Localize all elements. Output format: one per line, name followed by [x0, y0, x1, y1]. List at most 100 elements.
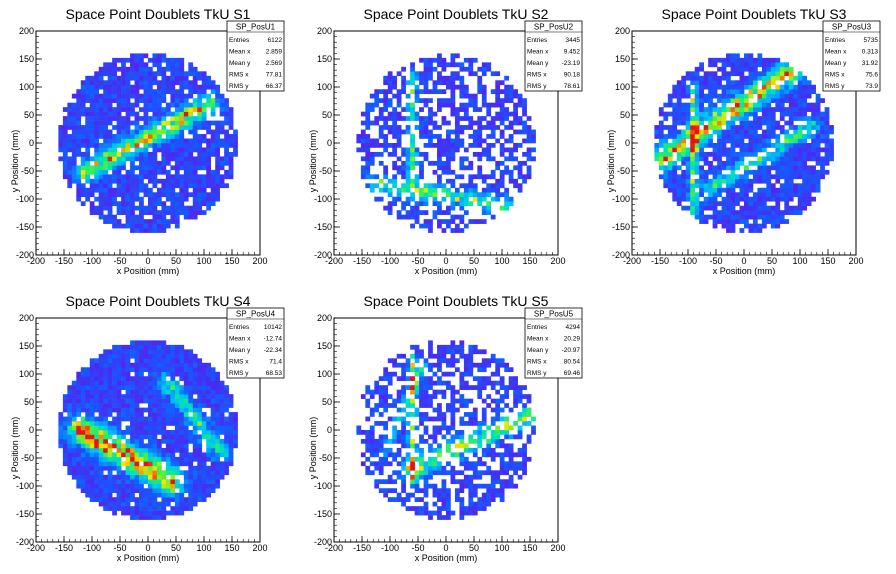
heatmap-cell [374, 183, 380, 189]
heatmap-cell [748, 196, 754, 202]
heatmap-cell [387, 452, 393, 458]
heatmap-cell [437, 506, 442, 511]
heatmap-cell [806, 89, 812, 95]
heatmap-cell [699, 80, 704, 86]
heatmap-cell [419, 456, 424, 462]
heatmap-cell [94, 80, 100, 86]
heatmap-cell [206, 403, 212, 408]
heatmap-cell [752, 129, 758, 135]
heatmap-cell [130, 75, 135, 81]
heatmap-cell [139, 80, 144, 86]
heatmap-cell [89, 497, 95, 502]
heatmap-cell [815, 160, 821, 166]
heatmap-cell [761, 120, 767, 126]
heatmap-cell [369, 443, 375, 449]
stats-label: Mean x [229, 49, 251, 56]
heatmap-cell [170, 456, 176, 462]
heatmap-cell [459, 143, 465, 148]
heatmap-cell [414, 483, 420, 489]
heatmap-cell [423, 66, 429, 72]
heatmap-cell [793, 165, 799, 171]
heatmap-cell [401, 443, 406, 449]
heatmap-cell [219, 474, 225, 480]
heatmap-cell [437, 107, 442, 112]
heatmap-cell [152, 111, 158, 117]
heatmap-cell [378, 178, 384, 184]
heatmap-cell [192, 452, 198, 458]
heatmap-cell [228, 143, 234, 148]
heatmap-cell [432, 447, 438, 453]
heatmap-cell [815, 111, 821, 117]
heatmap-cell [94, 107, 100, 112]
heatmap-cell [134, 116, 140, 121]
heatmap-cell [517, 160, 523, 166]
heatmap-cell [401, 456, 406, 462]
heatmap-cell [67, 438, 73, 444]
heatmap-cell [116, 438, 122, 444]
heatmap-cell [103, 461, 108, 467]
heatmap-cell [757, 156, 763, 162]
heatmap-cell [369, 389, 375, 395]
heatmap-cell [726, 75, 731, 81]
heatmap-cell [829, 129, 834, 135]
heatmap-cell [116, 120, 122, 126]
heatmap-cell [721, 62, 727, 68]
heatmap-cell [112, 107, 117, 112]
heatmap-cell [396, 434, 402, 440]
heatmap-cell [744, 178, 749, 184]
heatmap-cell [450, 93, 456, 99]
heatmap-cell [148, 196, 153, 202]
heatmap-cell [392, 434, 398, 440]
heatmap-cell [170, 116, 176, 121]
heatmap-cell [797, 192, 803, 198]
heatmap-cell [139, 416, 144, 422]
heatmap-cell [116, 452, 122, 458]
heatmap-cell [174, 62, 180, 68]
heatmap-cell [94, 385, 100, 390]
heatmap-cell [802, 192, 808, 198]
heatmap-cell [365, 102, 371, 108]
heatmap-cell [770, 89, 776, 95]
heatmap-cell [161, 515, 167, 520]
heatmap-cell [405, 452, 411, 458]
heatmap-cell [206, 367, 212, 373]
heatmap-cell [401, 474, 406, 480]
heatmap-cell [441, 80, 447, 86]
heatmap-cell [188, 461, 194, 467]
heatmap-cell [197, 156, 203, 162]
heatmap-cell [401, 201, 406, 207]
heatmap-cell [405, 465, 411, 471]
heatmap-cell [107, 362, 113, 368]
heatmap-cell [143, 111, 149, 117]
heatmap-cell [85, 165, 91, 171]
heatmap-cell [508, 174, 514, 180]
heatmap-cell [89, 183, 95, 189]
heatmap-cell [179, 358, 185, 364]
heatmap-cell [71, 403, 77, 408]
heatmap-cell [676, 129, 682, 135]
heatmap-cell [797, 138, 803, 144]
heatmap-cell [815, 102, 821, 108]
heatmap-cell [148, 160, 153, 166]
heatmap-cell [148, 205, 153, 211]
heatmap-cell [80, 192, 86, 198]
heatmap-cell [752, 178, 758, 184]
heatmap-cell [685, 134, 691, 139]
heatmap-cell [369, 120, 375, 126]
heatmap-cell [228, 412, 234, 417]
heatmap-cell [676, 178, 682, 184]
heatmap-cell [784, 192, 790, 198]
heatmap-cell [197, 488, 203, 494]
heatmap-cell [779, 98, 785, 103]
heatmap-cell [165, 223, 171, 229]
heatmap-cell [428, 416, 433, 422]
heatmap-cell [224, 398, 229, 404]
heatmap-cell [183, 389, 189, 395]
stats-value: 90.18 [564, 72, 581, 79]
heatmap-cell [192, 143, 198, 148]
heatmap-cell [71, 93, 77, 99]
heatmap-cell [446, 98, 451, 103]
heatmap-cell [419, 125, 424, 130]
heatmap-cell [784, 134, 790, 139]
heatmap-cell [107, 75, 113, 81]
